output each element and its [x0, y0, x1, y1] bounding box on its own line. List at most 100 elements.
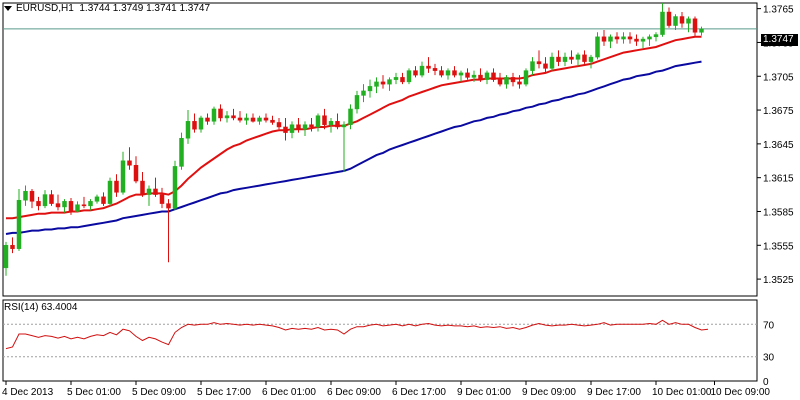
candle-body [315, 115, 321, 128]
candle-body [523, 70, 529, 85]
candle-body [140, 180, 145, 195]
candle-body [387, 79, 392, 85]
candle-body [497, 79, 503, 85]
candle-body [627, 36, 633, 40]
ohlc-readout: 1.3744 1.3749 1.3741 1.3747 [79, 3, 211, 14]
rsi-tick-label: 0 [763, 377, 769, 388]
candle-body [614, 36, 620, 40]
candle-body [634, 38, 639, 42]
candle-body [692, 18, 698, 33]
candle-body [491, 72, 496, 80]
candle-body [107, 180, 113, 204]
rsi-label: RSI(14) 63.4004 [4, 302, 78, 313]
candle-body [231, 115, 236, 119]
candle-body [88, 201, 93, 207]
rsi-header: RSI(14) 63.4004 [4, 302, 77, 313]
x-tick-label: 9 Dec 09:00 [522, 387, 576, 398]
candle-body [426, 65, 431, 69]
x-tick-label: 4 Dec 2013 [2, 387, 54, 398]
candle-body [653, 34, 659, 38]
last-price-tag: 1.3747 [761, 34, 798, 46]
candle-body [133, 165, 139, 182]
candle-body [686, 18, 691, 24]
candle-body [270, 119, 275, 123]
candle-body [36, 201, 41, 207]
candle-body [699, 28, 704, 33]
x-tick-label: 6 Dec 17:00 [392, 387, 446, 398]
candle-body [62, 201, 67, 208]
candle-body [114, 180, 119, 193]
x-tick-label: 6 Dec 01:00 [262, 387, 316, 398]
rsi-line [5, 319, 709, 350]
candle-body [283, 126, 288, 133]
candle-body [146, 188, 152, 195]
candle-body [608, 36, 613, 42]
candle-body [439, 70, 444, 76]
candle-body [153, 188, 158, 195]
candle-body [419, 65, 425, 76]
candle-body [263, 117, 269, 121]
rsi-tick-label: 30 [763, 353, 775, 364]
y-tick-label: 1.3555 [763, 241, 794, 252]
y-tick-label: 1.3525 [763, 275, 794, 286]
candle-body [42, 194, 48, 207]
x-tick-label: 5 Dec 17:00 [197, 387, 251, 398]
y-tick-label: 1.3585 [763, 207, 794, 218]
ma-slow-line [5, 60, 702, 235]
candle-body [75, 204, 80, 212]
candle-body [582, 54, 587, 62]
candle-body [3, 245, 9, 269]
candle-body [296, 124, 301, 130]
candle-body [55, 203, 61, 208]
candle-body [237, 117, 243, 121]
candle-body [504, 77, 509, 85]
y-tick-label: 1.3765 [763, 5, 794, 16]
x-tick-label: 10 Dec 09:00 [711, 387, 771, 398]
candle-body [49, 194, 54, 204]
x-tick-label: 10 Dec 01:00 [652, 387, 712, 398]
y-tick-label: 1.3705 [763, 72, 794, 83]
candle-body [549, 56, 555, 69]
candle-body [374, 81, 379, 87]
candle-body [198, 117, 204, 130]
x-tick-label: 6 Dec 09:00 [327, 387, 381, 398]
candle-body [640, 38, 646, 42]
candle-body [159, 194, 165, 204]
y-tick-label: 1.3675 [763, 106, 794, 117]
candle-body [335, 121, 340, 128]
candle-body [218, 108, 223, 119]
candle-body [679, 16, 685, 24]
candle-body [510, 77, 516, 83]
candle-body [562, 56, 568, 62]
candle-body [517, 81, 522, 85]
dropdown-arrow-icon[interactable] [4, 5, 12, 11]
candle-body [348, 108, 353, 125]
candle-body [250, 117, 256, 122]
candle-body [367, 86, 373, 92]
candle-body [309, 124, 314, 128]
candle-body [393, 77, 399, 80]
candle-body [380, 81, 386, 85]
candle-body [595, 36, 600, 58]
candle-body [127, 160, 132, 166]
candle-body [660, 11, 665, 35]
candle-body [543, 63, 548, 69]
candle-body [10, 245, 15, 249]
candle-body [400, 77, 405, 83]
ma-fast-line [6, 35, 702, 220]
candle-body [81, 204, 87, 207]
candle-body [244, 117, 249, 121]
candle-body [471, 74, 477, 78]
candle-body [406, 70, 412, 83]
candle-body [211, 108, 217, 122]
candle-body [341, 124, 347, 128]
candle-body [185, 121, 191, 139]
chart-header: EURUSD,H1 1.3744 1.3749 1.3741 1.3747 [4, 3, 210, 14]
candle-body [484, 72, 490, 80]
symbol-label: EURUSD,H1 [16, 3, 74, 14]
candle-body [94, 196, 100, 202]
candle-body [413, 70, 418, 76]
candle-body [302, 124, 308, 130]
candle-body [328, 121, 334, 125]
